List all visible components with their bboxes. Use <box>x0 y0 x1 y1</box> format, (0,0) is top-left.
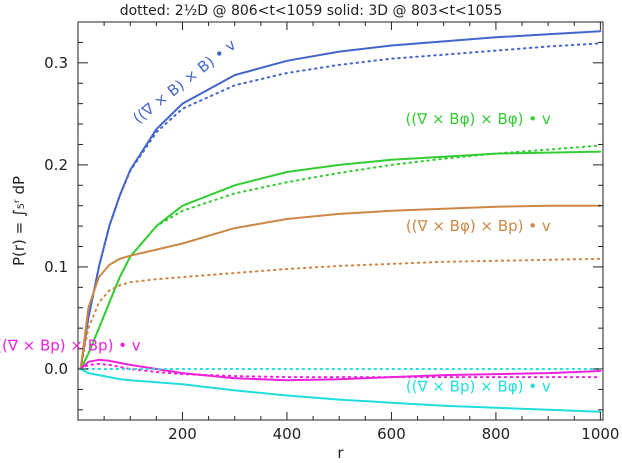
x-tick-label: 200 <box>168 425 197 443</box>
series-line-solid <box>79 204 602 370</box>
annotations: ((∇ × B) × B) • v ((∇ × Bφ) × Bφ) • v((∇ … <box>0 36 551 396</box>
series-annotation: ((∇ × Bp) × Bφ) • v <box>406 377 551 395</box>
x-tick-label: 400 <box>273 425 302 443</box>
series-line-solid <box>79 358 602 382</box>
x-axis-label: r <box>337 444 344 462</box>
x-axis: 200 400 600 800 1000 <box>103 22 619 443</box>
series-line-solid <box>79 150 602 370</box>
y-tick-label: 0.0 <box>44 360 68 378</box>
y-tick-label: 0.1 <box>44 258 68 276</box>
series-line-solid <box>79 368 602 413</box>
x-tick-label: 600 <box>377 425 406 443</box>
x-tick-label: 1000 <box>581 425 619 443</box>
series-line-dotted <box>79 42 602 370</box>
series-annotation: ((∇ × Bφ) × Bp) • v <box>406 217 551 235</box>
plot-frame <box>77 21 604 421</box>
plot-area <box>79 30 602 413</box>
series-line-dotted <box>79 144 602 370</box>
chart-title: dotted: 2½D @ 806<t<1059 solid: 3D @ 803… <box>120 3 503 19</box>
y-tick-label: 0.3 <box>44 54 68 72</box>
x-tick-label: 800 <box>482 425 511 443</box>
y-axis: 0.0 0.1 0.2 0.3 <box>44 21 603 411</box>
y-axis-label: P(r) = ∫₅ʳ dP <box>10 176 28 266</box>
series-annotation: ((∇ × Bφ) × Bφ) • v <box>405 110 550 128</box>
series-line-dotted <box>79 257 602 370</box>
y-tick-label: 0.2 <box>44 156 68 174</box>
series-annotation: ((∇ × Bp) × Bp) • v <box>0 337 141 355</box>
series-line-solid <box>79 30 602 370</box>
series-line-dotted <box>79 362 602 379</box>
